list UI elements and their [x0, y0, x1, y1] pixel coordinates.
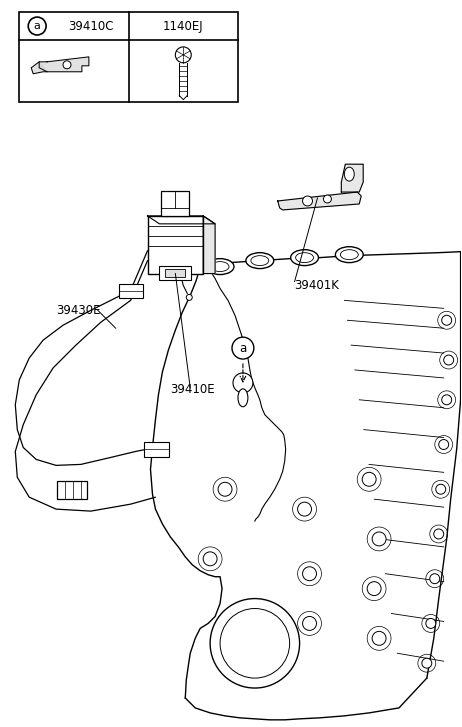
Ellipse shape	[291, 249, 318, 265]
Circle shape	[444, 355, 454, 365]
Circle shape	[63, 61, 71, 69]
Polygon shape	[31, 62, 47, 73]
Circle shape	[436, 484, 446, 494]
Text: 39410E: 39410E	[170, 383, 215, 396]
Polygon shape	[147, 216, 215, 224]
Ellipse shape	[296, 253, 314, 262]
Polygon shape	[341, 164, 363, 192]
Text: a: a	[34, 21, 41, 31]
Ellipse shape	[251, 256, 269, 265]
Ellipse shape	[246, 253, 274, 268]
Circle shape	[422, 658, 432, 668]
Circle shape	[303, 567, 316, 581]
Bar	[19, 12, 238, 102]
Circle shape	[203, 552, 217, 566]
Ellipse shape	[340, 249, 358, 260]
Circle shape	[439, 440, 449, 449]
Ellipse shape	[211, 262, 229, 272]
Circle shape	[28, 17, 46, 35]
Circle shape	[442, 316, 452, 325]
Circle shape	[210, 598, 299, 688]
Circle shape	[367, 582, 381, 595]
Circle shape	[303, 616, 316, 630]
Text: 39430E: 39430E	[56, 304, 101, 317]
Bar	[144, 441, 170, 457]
Bar	[119, 284, 143, 298]
Circle shape	[218, 482, 232, 497]
Text: 39410C: 39410C	[68, 20, 114, 33]
Bar	[165, 268, 185, 276]
Circle shape	[176, 47, 191, 63]
Polygon shape	[39, 57, 89, 72]
Text: 1140EJ: 1140EJ	[163, 20, 204, 33]
Circle shape	[362, 473, 376, 486]
Circle shape	[186, 294, 192, 300]
Circle shape	[233, 373, 253, 393]
Circle shape	[323, 195, 331, 203]
Ellipse shape	[238, 389, 248, 406]
Text: a: a	[239, 342, 247, 355]
Bar	[159, 265, 191, 279]
Circle shape	[426, 619, 436, 628]
Text: 39401K: 39401K	[295, 279, 340, 292]
Bar	[57, 481, 87, 499]
Circle shape	[442, 395, 452, 405]
Bar	[147, 216, 203, 273]
Circle shape	[372, 631, 386, 646]
Polygon shape	[278, 192, 361, 210]
Circle shape	[303, 196, 312, 206]
Circle shape	[430, 574, 440, 584]
Bar	[161, 191, 189, 216]
Circle shape	[298, 502, 311, 516]
Ellipse shape	[344, 167, 354, 181]
Circle shape	[434, 529, 444, 539]
Ellipse shape	[206, 259, 234, 275]
Polygon shape	[203, 216, 215, 273]
Ellipse shape	[335, 246, 363, 262]
Circle shape	[232, 337, 254, 359]
Circle shape	[372, 532, 386, 546]
